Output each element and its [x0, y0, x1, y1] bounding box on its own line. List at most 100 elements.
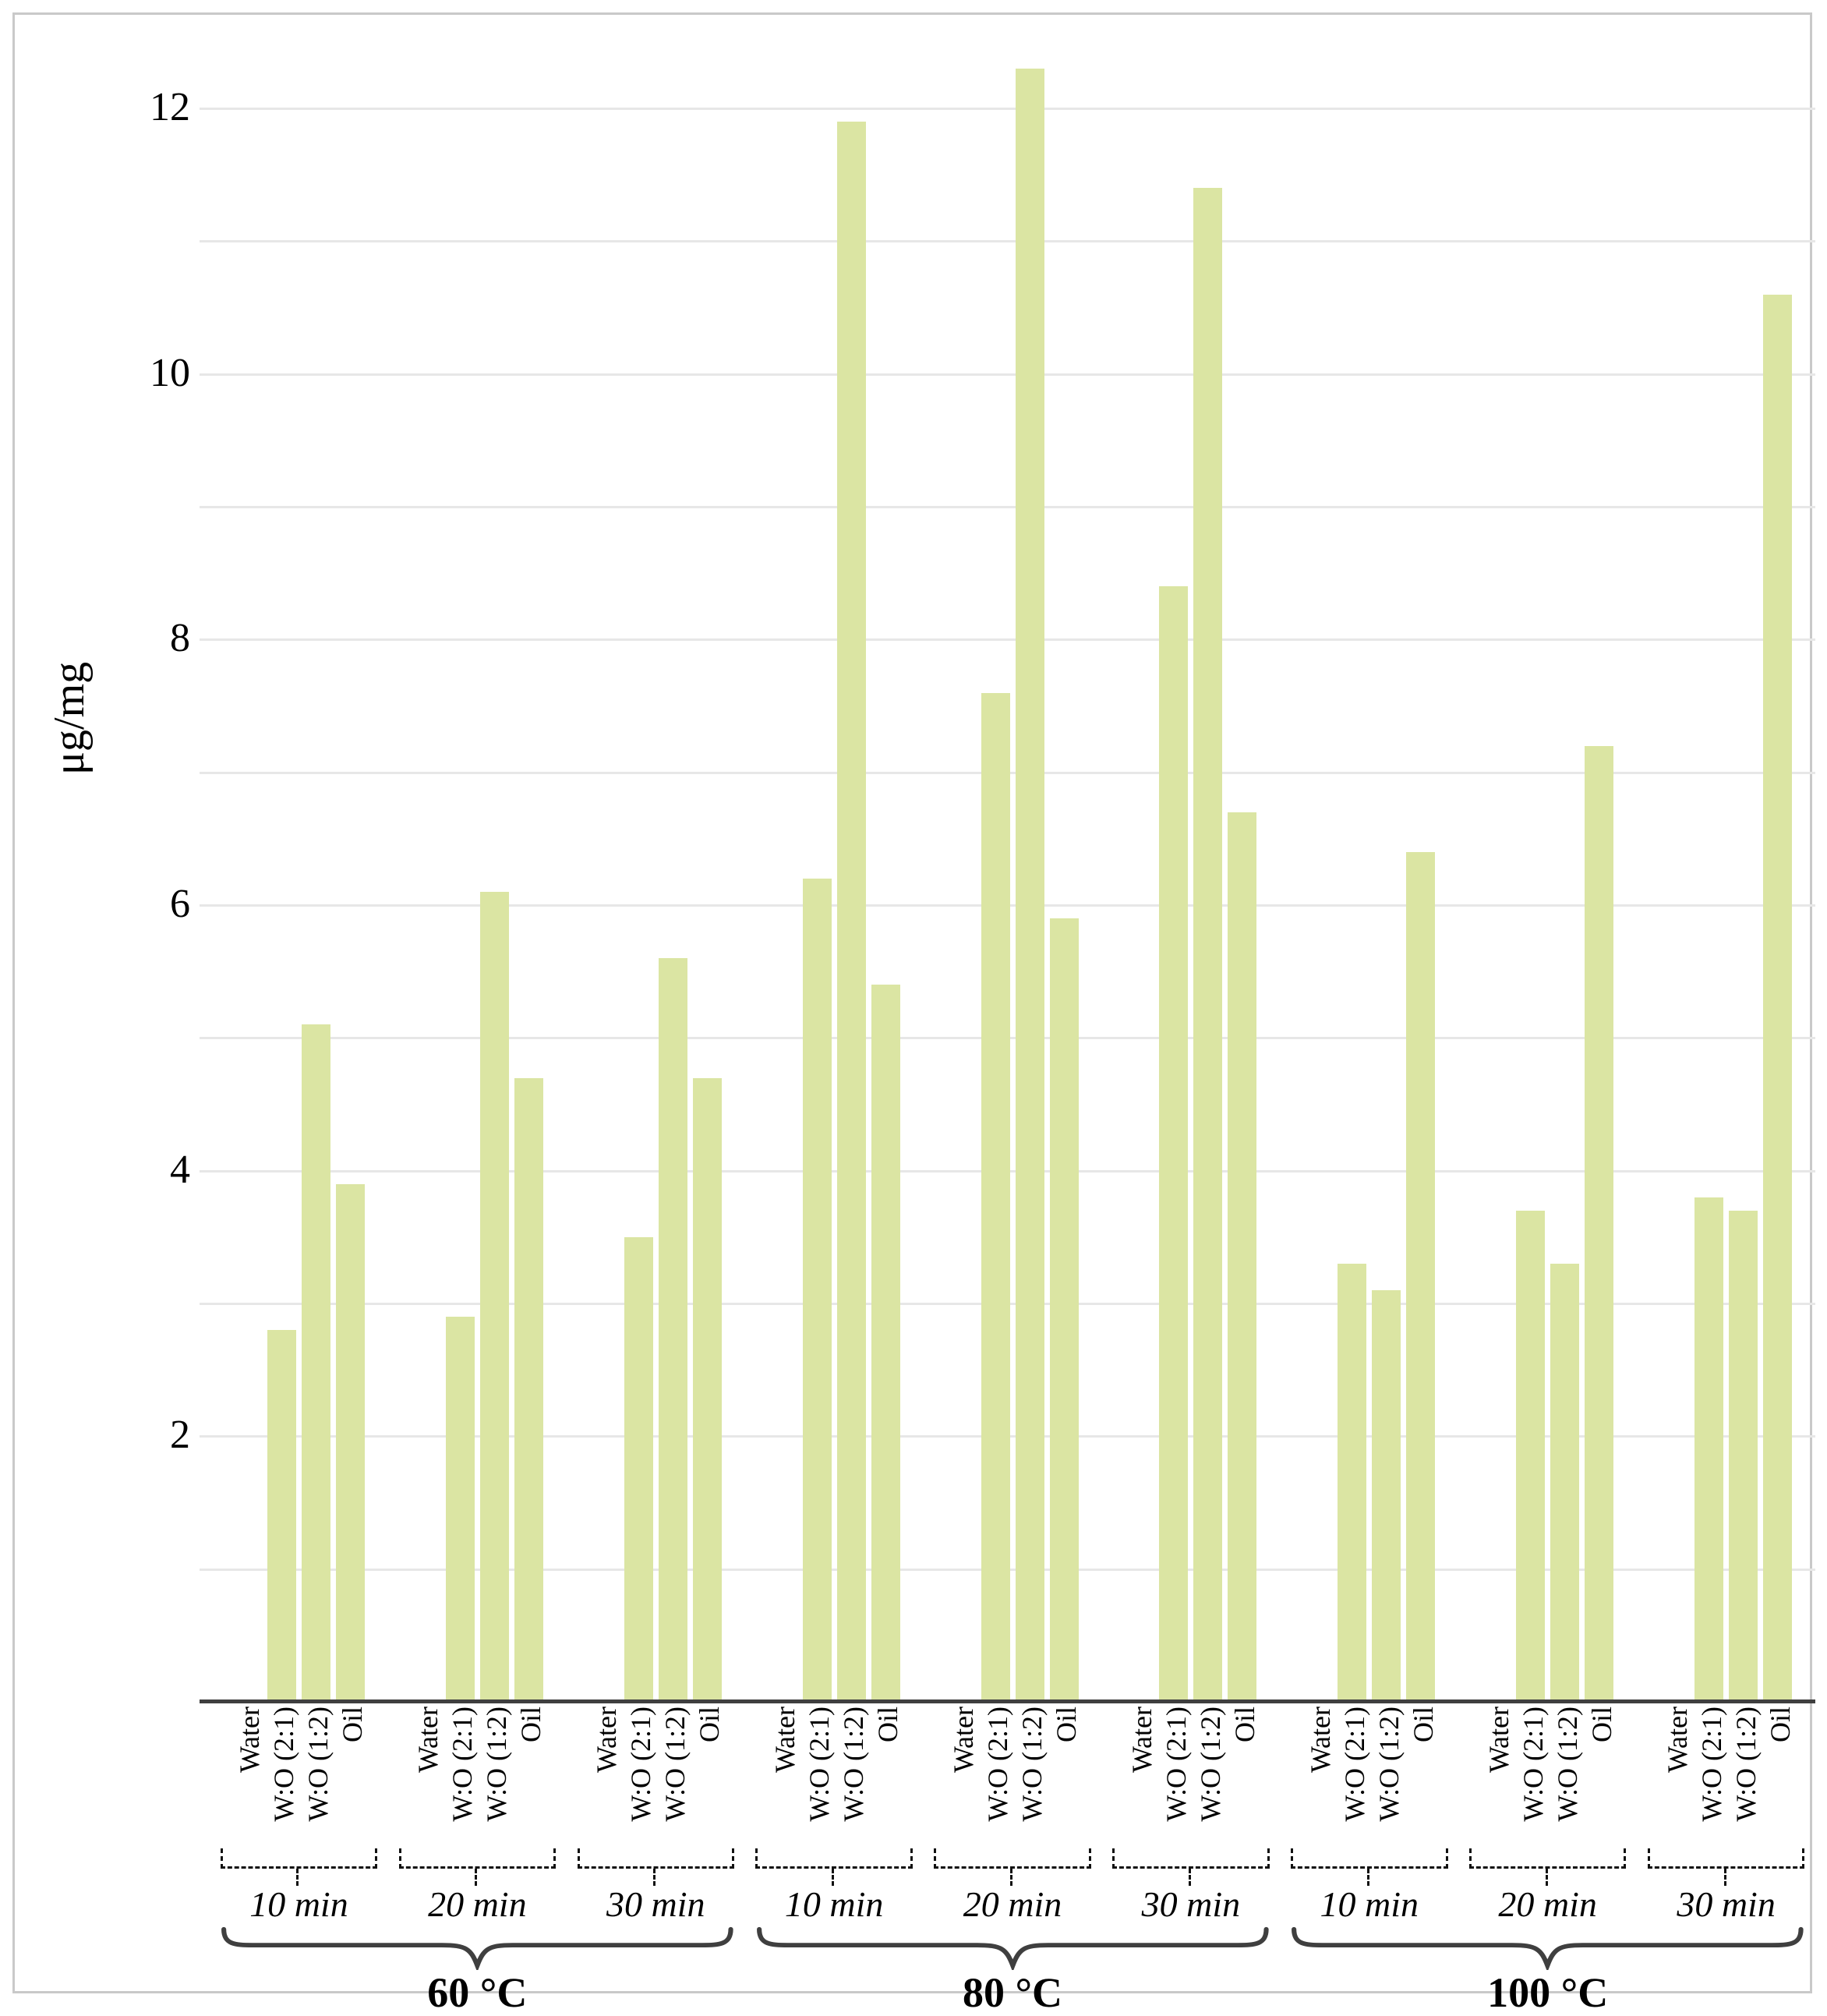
bar — [1585, 745, 1614, 1702]
category-label: Water — [1303, 1707, 1336, 1848]
section-brace — [745, 1925, 1281, 1972]
category-label-text: Water — [769, 1707, 801, 1774]
bar — [836, 122, 866, 1702]
time-group: Water W:O (2:1) W:O (1:2) Oil 10 min — [745, 42, 924, 1925]
bar — [514, 1077, 543, 1702]
category-labels: Water W:O (2:1) W:O (1:2) Oil — [1660, 1707, 1796, 1848]
category-label-text: W:O (2:1) — [447, 1707, 479, 1822]
time-label: 30 min — [606, 1884, 705, 1924]
category-label-text: W:O (2:1) — [1695, 1707, 1727, 1822]
time-label: 30 min — [1141, 1884, 1241, 1924]
category-label-text: Oil — [337, 1707, 369, 1743]
time-group: Water W:O (2:1) W:O (1:2) Oil 20 min — [388, 42, 567, 1925]
time-label: 20 min — [1498, 1884, 1597, 1924]
time-bracket-tick — [296, 1869, 301, 1886]
time-label: 30 min — [1677, 1884, 1776, 1924]
y-tick-label: 2 — [170, 1413, 190, 1458]
category-labels: Water W:O (2:1) W:O (1:2) Oil — [233, 1707, 369, 1848]
category-label: Water — [590, 1707, 622, 1848]
bar — [1159, 586, 1189, 1702]
category-label: W:O (2:1) — [981, 1707, 1013, 1848]
category-label-text: W:O (2:1) — [1338, 1707, 1370, 1822]
category-label: Oil — [1406, 1707, 1439, 1848]
time-group: Water W:O (2:1) W:O (1:2) Oil 30 min — [567, 42, 745, 1925]
category-label-text: W:O (1:2) — [1551, 1707, 1583, 1822]
category-label-text: Water — [947, 1707, 979, 1774]
category-label-text: Water — [1304, 1707, 1336, 1774]
time-label: 20 min — [963, 1884, 1062, 1924]
category-label: W:O (2:1) — [446, 1707, 479, 1848]
time-group: Water W:O (2:1) W:O (1:2) Oil 30 min — [1637, 42, 1815, 1925]
category-label-text: W:O (1:2) — [1730, 1707, 1762, 1822]
time-group: Water W:O (2:1) W:O (1:2) Oil 30 min — [1101, 42, 1280, 1925]
category-label: W:O (2:1) — [267, 1707, 300, 1848]
gridline — [200, 108, 1815, 111]
bar — [624, 1236, 653, 1702]
gridline — [200, 506, 1815, 509]
category-label-text: Oil — [1585, 1707, 1617, 1743]
bar — [1049, 918, 1079, 1702]
bar — [1729, 1210, 1758, 1702]
bar-cluster — [1303, 42, 1436, 1702]
section-brace — [1280, 1925, 1815, 1972]
category-label: Oil — [693, 1707, 725, 1848]
category-label: W:O (1:2) — [1016, 1707, 1048, 1848]
bar — [1015, 69, 1044, 1702]
bar-cluster — [1660, 42, 1793, 1702]
category-label-text: W:O (1:2) — [1016, 1707, 1048, 1822]
category-label: Oil — [514, 1707, 546, 1848]
category-labels: Water W:O (2:1) W:O (1:2) Oil — [412, 1707, 546, 1848]
bar — [1516, 1210, 1546, 1702]
category-label: Water — [769, 1707, 801, 1848]
bar — [1338, 1263, 1367, 1702]
category-label: W:O (2:1) — [1338, 1707, 1370, 1848]
category-label-text: W:O (1:2) — [838, 1707, 870, 1822]
bar — [301, 1024, 330, 1702]
category-label-text: W:O (1:2) — [1194, 1707, 1226, 1822]
category-label-text: Water — [1126, 1707, 1157, 1774]
y-tick-label: 4 — [170, 1147, 190, 1192]
category-label: Oil — [1228, 1707, 1260, 1848]
category-label: W:O (1:2) — [659, 1707, 691, 1848]
time-bracket — [220, 1848, 378, 1869]
x-axis-line — [200, 1699, 1815, 1703]
bar — [1763, 294, 1793, 1702]
time-bracket-tick — [653, 1869, 658, 1886]
time-bracket — [1468, 1848, 1627, 1869]
category-label: W:O (1:2) — [1729, 1707, 1762, 1848]
category-label: Water — [1125, 1707, 1157, 1848]
plot-area: Water W:O (2:1) W:O (1:2) Oil 10 min Water W:O… — [210, 42, 1815, 2014]
bar — [981, 692, 1010, 1702]
temperature-label: 80 °C — [962, 1969, 1063, 2016]
gridline — [200, 638, 1815, 642]
category-label-text: Oil — [1764, 1707, 1796, 1743]
category-label: Water — [1482, 1707, 1514, 1848]
category-label-text: Water — [412, 1707, 444, 1774]
gridline — [200, 240, 1815, 243]
bar-cluster — [590, 42, 722, 1702]
chart-frame: 2 4 6 8 10 12 μg/mg Water W:O (2:1) W:O (1:2) Oi… — [12, 12, 1815, 2014]
temperature-label: 100 °C — [1487, 1969, 1609, 2016]
section-groups: Water W:O (2:1) W:O (1:2) Oil 10 min Water W:O… — [1280, 42, 1815, 1925]
category-labels: Water W:O (2:1) W:O (1:2) Oil — [769, 1707, 903, 1848]
bar — [1193, 188, 1223, 1702]
bar-cluster — [947, 42, 1079, 1702]
category-label: Oil — [336, 1707, 369, 1848]
y-axis-title: μg/mg — [45, 661, 94, 775]
category-label: W:O (1:2) — [302, 1707, 334, 1848]
category-label: Oil — [1585, 1707, 1617, 1848]
bar — [1372, 1290, 1401, 1702]
category-label-text: W:O (2:1) — [268, 1707, 300, 1822]
time-bracket-tick — [1010, 1869, 1015, 1886]
y-tick-label: 6 — [170, 882, 190, 927]
time-bracket-tick — [475, 1869, 479, 1886]
bar-cluster — [1125, 42, 1257, 1702]
category-label: W:O (1:2) — [837, 1707, 870, 1848]
section-brace-svg — [756, 1926, 1269, 1970]
category-label: W:O (1:2) — [480, 1707, 512, 1848]
y-tick-label: 8 — [170, 616, 190, 661]
category-labels: Water W:O (2:1) W:O (1:2) Oil — [1125, 1707, 1260, 1848]
time-bracket — [755, 1848, 913, 1869]
category-label-text: W:O (1:2) — [302, 1707, 334, 1822]
bar — [692, 1077, 722, 1702]
